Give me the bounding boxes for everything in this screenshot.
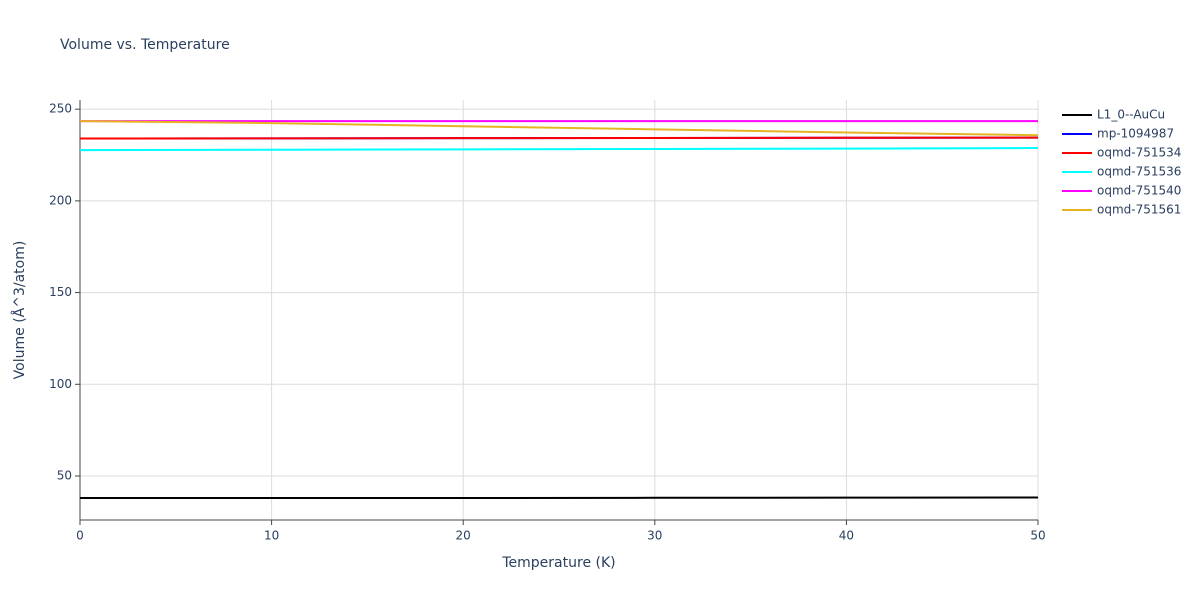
series-line	[79, 120, 1039, 137]
x-tick-label: 0	[76, 529, 84, 543]
legend-label: mp-1094987	[1097, 127, 1174, 141]
legend-label: oqmd-751534	[1097, 146, 1181, 160]
y-tick-label: 100	[49, 377, 72, 391]
legend-label: L1_0--AuCu	[1097, 108, 1165, 122]
x-tick-label: 20	[456, 529, 471, 543]
legend-label: oqmd-751536	[1097, 165, 1181, 179]
series-line	[80, 496, 1039, 499]
y-tick-label: 150	[49, 285, 72, 299]
legend-label: oqmd-751561	[1097, 203, 1181, 217]
x-tick-label: 10	[264, 529, 279, 543]
series-line	[79, 147, 1039, 152]
y-tick-label: 200	[49, 193, 72, 207]
x-axis-label: Temperature (K)	[501, 555, 615, 571]
y-axis-label: Volume (Å^3/atom)	[11, 241, 28, 380]
chart-title: Volume vs. Temperature	[60, 37, 230, 53]
y-tick-label: 250	[49, 102, 72, 116]
y-tick-label: 50	[57, 468, 72, 482]
x-tick-label: 40	[839, 529, 854, 543]
legend-label: oqmd-751540	[1097, 184, 1181, 198]
x-tick-label: 50	[1030, 529, 1045, 543]
series-line	[79, 136, 1039, 140]
x-tick-label: 30	[647, 529, 662, 543]
